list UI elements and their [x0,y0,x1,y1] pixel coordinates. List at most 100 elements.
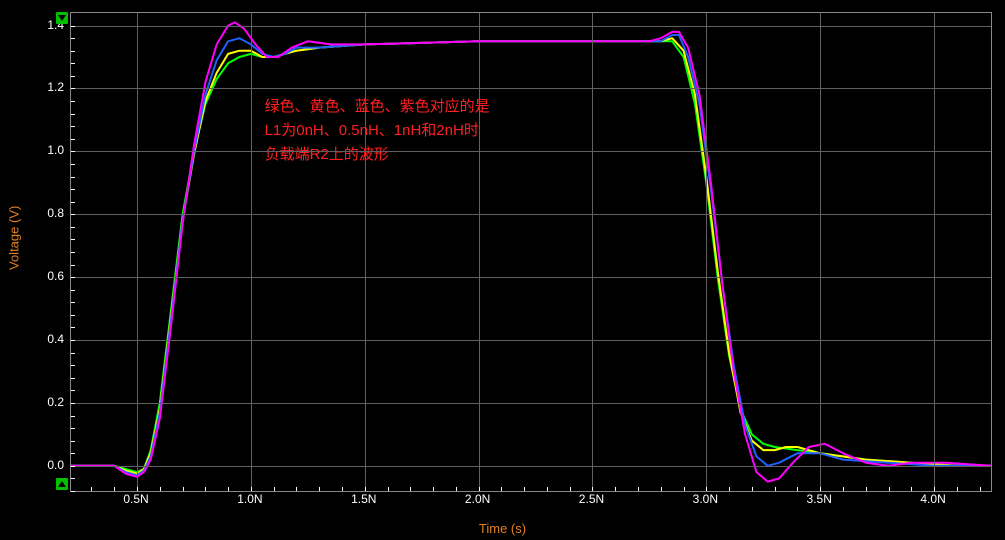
grid-line-h [71,277,991,278]
y-tick-label: 0.6 [0,269,64,283]
x-minor-tick [797,487,798,491]
x-minor-tick [501,487,502,491]
x-minor-tick [911,487,912,491]
grid-line-h [71,214,991,215]
y-minor-tick [71,51,75,52]
y-minor-tick [71,453,75,454]
x-minor-tick [570,487,571,491]
y-minor-tick [71,88,75,89]
y-minor-tick [71,164,75,165]
x-minor-tick [114,487,115,491]
y-minor-tick [71,239,75,240]
x-minor-tick [228,487,229,491]
grid-line-v [820,13,821,491]
grid-line-h [71,88,991,89]
y-minor-tick [71,315,75,316]
x-minor-tick [980,487,981,491]
x-minor-tick [820,487,821,491]
x-minor-tick [183,487,184,491]
y-minor-tick [71,327,75,328]
y-minor-tick [71,302,75,303]
x-minor-tick [706,487,707,491]
y-minor-tick [71,227,75,228]
annotation-line1: 绿色、黄色、蓝色、紫色对应的是 [265,95,490,119]
y-minor-tick [71,151,75,152]
x-minor-tick [342,487,343,491]
x-minor-tick [729,487,730,491]
x-minor-tick [296,487,297,491]
y-tick-label: 1.0 [0,143,64,157]
x-minor-tick [160,487,161,491]
x-minor-tick [251,487,252,491]
x-minor-tick [684,487,685,491]
x-tick-label: 3.5N [807,492,832,506]
oscilloscope-chart: Voltage (V) 绿色、黄色、蓝色、紫色对应的是 L1为0nH、0.5nH… [0,0,1005,540]
grid-line-v [479,13,480,491]
annotation-line2: L1为0nH、0.5nH、1nH和2nH时 [265,119,490,143]
y-minor-tick [71,101,75,102]
y-minor-tick [71,478,75,479]
y-minor-tick [71,38,75,39]
y-tick-label: 1.2 [0,80,64,94]
y-minor-tick [71,139,75,140]
y-tick-label: 0.2 [0,395,64,409]
trace-line [71,38,991,474]
annotation-text: 绿色、黄色、蓝色、紫色对应的是 L1为0nH、0.5nH、1nH和2nH时 负载… [265,95,490,167]
x-minor-tick [843,487,844,491]
x-tick-label: 2.0N [465,492,490,506]
y-tick-label: 0.4 [0,332,64,346]
y-tick-label: 0.8 [0,206,64,220]
x-minor-tick [592,487,593,491]
x-minor-tick [524,487,525,491]
grid-line-v [251,13,252,491]
y-minor-tick [71,428,75,429]
y-minor-tick [71,63,75,64]
grid-line-v [934,13,935,491]
x-minor-tick [205,487,206,491]
x-minor-tick [137,487,138,491]
x-minor-tick [957,487,958,491]
x-minor-tick [661,487,662,491]
x-minor-tick [615,487,616,491]
y-minor-tick [71,403,75,404]
grid-line-h [71,26,991,27]
plot-area: 绿色、黄色、蓝色、紫色对应的是 L1为0nH、0.5nH、1nH和2nH时 负载… [70,12,992,492]
x-minor-tick [775,487,776,491]
grid-line-v [365,13,366,491]
y-minor-tick [71,177,75,178]
y-minor-tick [71,378,75,379]
traces-svg [71,13,991,491]
y-tick-labels: 0.0 0.2 0.4 0.6 0.8 1.0 1.2 1.4 [0,12,70,490]
x-tick-label: 0.5N [123,492,148,506]
y-minor-tick [71,126,75,127]
y-minor-tick [71,252,75,253]
grid-line-v [706,13,707,491]
trace-line [71,35,991,475]
x-tick-label: 2.5N [579,492,604,506]
grid-line-h [71,403,991,404]
x-tick-label: 3.0N [693,492,718,506]
y-minor-tick [71,340,75,341]
y-minor-tick [71,491,75,492]
y-tick-label: 0.0 [0,458,64,472]
x-minor-tick [638,487,639,491]
y-tick-label: 1.4 [0,18,64,32]
x-minor-tick [319,487,320,491]
x-minor-tick [433,487,434,491]
y-minor-tick [71,441,75,442]
y-minor-tick [71,214,75,215]
y-marker-top [56,12,68,24]
grid-line-v [592,13,593,491]
y-minor-tick [71,202,75,203]
y-minor-tick [71,277,75,278]
y-minor-tick [71,290,75,291]
x-minor-tick [547,487,548,491]
y-minor-tick [71,365,75,366]
x-minor-tick [365,487,366,491]
trace-line [71,41,991,472]
grid-line-h [71,466,991,467]
y-minor-tick [71,353,75,354]
y-minor-tick [71,26,75,27]
annotation-line3: 负载端R2上的波形 [265,143,490,167]
y-minor-tick [71,390,75,391]
